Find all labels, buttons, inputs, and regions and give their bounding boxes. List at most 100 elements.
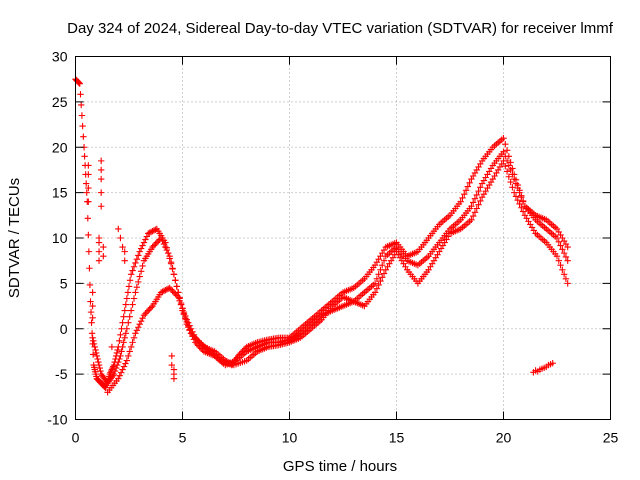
plus-marker	[113, 349, 121, 357]
plus-marker	[373, 285, 381, 292]
plus-marker	[116, 337, 123, 345]
plus-marker	[165, 285, 172, 292]
plus-marker	[176, 297, 183, 304]
plus-marker	[423, 268, 431, 276]
y-tick-label: 20	[52, 139, 68, 155]
plus-marker	[97, 189, 105, 196]
plus-marker	[95, 257, 103, 264]
plus-marker	[423, 237, 431, 244]
plus-marker	[75, 79, 83, 87]
plus-marker	[555, 257, 562, 264]
plus-marker	[471, 195, 479, 202]
plus-marker	[359, 302, 366, 309]
plus-marker	[84, 215, 92, 222]
plus-marker	[90, 340, 98, 348]
plus-marker	[85, 162, 92, 169]
plus-marker	[559, 266, 566, 273]
plus-marker	[133, 255, 141, 263]
plus-marker	[77, 91, 84, 98]
plus-marker	[263, 344, 270, 351]
plus-marker	[121, 334, 128, 342]
plus-marker	[85, 248, 93, 255]
plus-marker	[120, 339, 127, 346]
plus-marker	[564, 280, 571, 287]
plus-marker	[487, 165, 495, 172]
plus-marker	[147, 228, 155, 236]
plus-marker	[125, 352, 132, 360]
plus-marker	[557, 262, 564, 269]
plus-marker	[273, 342, 281, 349]
plus-marker	[139, 314, 146, 322]
plus-marker	[305, 327, 313, 334]
plus-marker	[459, 194, 466, 202]
plus-marker	[469, 212, 477, 220]
plus-marker	[123, 295, 131, 302]
plus-marker	[83, 180, 90, 187]
plus-marker	[96, 364, 103, 372]
plus-marker	[147, 304, 155, 311]
plus-marker	[169, 287, 176, 295]
plus-marker	[146, 229, 153, 236]
plus-marker	[173, 283, 180, 290]
x-tick-label: 20	[496, 430, 512, 446]
plus-marker	[552, 224, 559, 231]
plus-marker	[140, 239, 148, 246]
plus-marker	[518, 204, 525, 211]
plus-marker	[111, 367, 119, 375]
series-track-a	[72, 75, 571, 391]
plus-marker	[186, 322, 193, 329]
plus-marker	[135, 324, 142, 331]
plus-marker	[129, 267, 136, 274]
plus-marker	[167, 286, 175, 293]
plus-marker	[163, 246, 171, 254]
plus-marker	[530, 227, 538, 234]
plus-marker	[498, 150, 505, 158]
plus-marker	[505, 162, 513, 169]
plus-marker	[133, 283, 141, 291]
plus-marker	[85, 198, 92, 205]
plus-marker	[502, 162, 509, 170]
plus-marker	[126, 277, 134, 284]
plus-marker	[145, 307, 152, 314]
plus-marker	[118, 348, 125, 355]
plus-marker	[514, 184, 521, 192]
plus-marker	[147, 246, 155, 253]
plus-marker	[127, 271, 135, 278]
plus-marker	[137, 317, 145, 325]
plus-marker	[100, 243, 107, 251]
plus-marker	[503, 168, 511, 175]
plus-marker	[455, 218, 463, 225]
plus-marker	[552, 250, 559, 258]
plus-marker	[132, 330, 139, 337]
plus-marker	[88, 319, 95, 326]
plus-marker	[153, 239, 161, 246]
plus-marker	[173, 292, 180, 299]
plus-marker	[469, 199, 477, 206]
plus-marker	[555, 238, 562, 245]
plus-marker	[124, 289, 132, 296]
plus-marker	[190, 331, 198, 338]
plus-marker	[125, 283, 133, 290]
plus-marker	[137, 245, 145, 252]
plus-marker	[434, 241, 441, 249]
plus-marker	[97, 175, 105, 183]
plus-marker	[562, 240, 570, 248]
plus-marker	[167, 259, 175, 266]
y-tick-label: 15	[52, 185, 68, 201]
plus-marker	[530, 214, 538, 221]
chart-title: Day 324 of 2024, Sidereal Day-to-day VTE…	[67, 20, 614, 37]
plus-marker	[170, 289, 178, 296]
plus-marker	[85, 231, 92, 239]
plus-marker	[185, 319, 192, 326]
plus-marker	[132, 259, 139, 267]
plus-marker	[95, 377, 103, 385]
y-tick-label: 25	[52, 94, 68, 110]
plus-marker	[85, 171, 92, 178]
plus-marker	[359, 277, 366, 284]
plus-marker	[121, 307, 128, 314]
plus-marker	[224, 358, 232, 366]
x-tick-label: 10	[282, 430, 298, 446]
plus-marker	[150, 242, 158, 249]
plus-marker	[80, 133, 87, 140]
plus-marker	[130, 334, 138, 342]
